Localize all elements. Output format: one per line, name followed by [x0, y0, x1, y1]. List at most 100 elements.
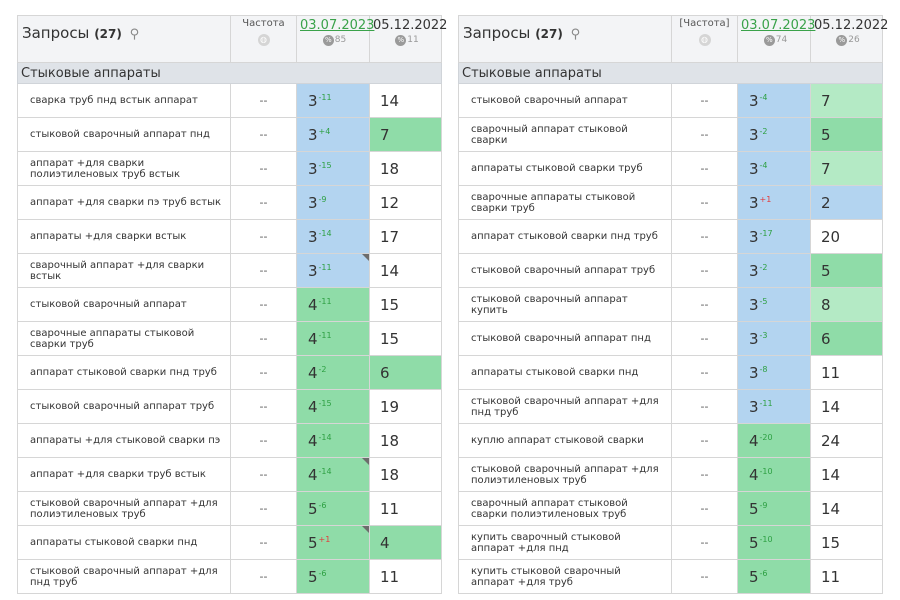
position-cell-date1[interactable]: 4-15 — [296, 389, 370, 424]
position-cell-date1[interactable]: 5-6 — [737, 559, 811, 594]
date2-label[interactable]: 05.12.2022 — [373, 18, 448, 33]
position-cell-date2[interactable]: 12 — [369, 185, 442, 220]
position-cell-date2[interactable]: 5 — [810, 117, 883, 152]
position-cell-date1[interactable]: 3+4 — [296, 117, 370, 152]
query-cell[interactable]: аппарат +для сварки труб встык — [17, 457, 231, 492]
position-cell-date2[interactable]: 7 — [369, 117, 442, 152]
query-cell[interactable]: сварочный аппарат стыковой сварки полиэт… — [458, 491, 672, 526]
query-cell[interactable]: стыковой сварочный аппарат +для полиэтил… — [458, 457, 672, 492]
position-cell-date1[interactable]: 3-11 — [737, 389, 811, 424]
position-cell-date2[interactable]: 17 — [369, 219, 442, 254]
query-cell[interactable]: аппарат стыковой сварки пнд труб — [458, 219, 672, 254]
position-cell-date2[interactable]: 14 — [369, 253, 442, 288]
query-cell[interactable]: аппараты стыковой сварки труб — [458, 151, 672, 186]
position-cell-date1[interactable]: 4-10 — [737, 457, 811, 492]
position-cell-date1[interactable]: 3-17 — [737, 219, 811, 254]
frequency-header[interactable]: [Частота] ◍ — [671, 15, 738, 63]
position-cell-date2[interactable]: 24 — [810, 423, 883, 458]
date2-header[interactable]: 05.12.2022 % 26 — [810, 15, 888, 63]
globe-icon[interactable]: ◍ — [257, 34, 270, 46]
search-icon[interactable]: ⚲ — [129, 27, 140, 42]
query-cell[interactable]: аппарат стыковой сварки пнд труб — [17, 355, 231, 390]
position-cell-date2[interactable]: 14 — [369, 83, 442, 118]
position-cell-date1[interactable]: 3-9 — [296, 185, 370, 220]
date1-link[interactable]: 03.07.2023 — [300, 18, 375, 33]
position-cell-date1[interactable]: 4-2 — [296, 355, 370, 390]
position-cell-date2[interactable]: 4 — [369, 525, 442, 560]
position-cell-date1[interactable]: 5-10 — [737, 525, 811, 560]
position-cell-date1[interactable]: 3-15 — [296, 151, 370, 186]
globe-icon[interactable]: ◍ — [698, 34, 711, 46]
position-cell-date1[interactable]: 4-20 — [737, 423, 811, 458]
position-cell-date2[interactable]: 18 — [369, 423, 442, 458]
position-cell-date2[interactable]: 11 — [810, 355, 883, 390]
position-cell-date2[interactable]: 2 — [810, 185, 883, 220]
query-cell[interactable]: стыковой сварочный аппарат — [458, 83, 672, 118]
position-cell-date1[interactable]: 4-11 — [296, 287, 370, 322]
query-cell[interactable]: аппараты стыковой сварки пнд — [17, 525, 231, 560]
position-cell-date2[interactable]: 19 — [369, 389, 442, 424]
position-cell-date2[interactable]: 5 — [810, 253, 883, 288]
group-row[interactable]: Стыковые аппараты — [458, 62, 883, 84]
position-cell-date2[interactable]: 6 — [369, 355, 442, 390]
position-cell-date2[interactable]: 18 — [369, 457, 442, 492]
query-cell[interactable]: сварочные аппараты стыковой сварки труб — [458, 185, 672, 220]
position-cell-date1[interactable]: 3-5 — [737, 287, 811, 322]
position-cell-date2[interactable]: 11 — [810, 559, 883, 594]
query-cell[interactable]: стыковой сварочный аппарат — [17, 287, 231, 322]
query-cell[interactable]: стыковой сварочный аппарат пнд — [458, 321, 672, 356]
date1-header[interactable]: 03.07.2023 % 85 — [296, 15, 374, 63]
position-cell-date2[interactable]: 15 — [369, 321, 442, 356]
query-cell[interactable]: сварка труб пнд встык аппарат — [17, 83, 231, 118]
query-cell[interactable]: сварочные аппараты стыковой сварки труб — [17, 321, 231, 356]
query-cell[interactable]: стыковой сварочный аппарат труб — [458, 253, 672, 288]
position-cell-date2[interactable]: 6 — [810, 321, 883, 356]
position-cell-date1[interactable]: 5-6 — [296, 491, 370, 526]
query-cell[interactable]: аппарат +для сварки пэ труб встык — [17, 185, 231, 220]
position-cell-date1[interactable]: 3-11 — [296, 83, 370, 118]
position-cell-date2[interactable]: 14 — [810, 457, 883, 492]
position-cell-date1[interactable]: 5-6 — [296, 559, 370, 594]
query-cell[interactable]: стыковой сварочный аппарат пнд — [17, 117, 231, 152]
position-cell-date2[interactable]: 11 — [369, 491, 442, 526]
position-cell-date2[interactable]: 15 — [810, 525, 883, 560]
position-cell-date1[interactable]: 3-11 — [296, 253, 370, 288]
position-cell-date1[interactable]: 3-2 — [737, 117, 811, 152]
query-cell[interactable]: аппараты +для стыковой сварки пэ — [17, 423, 231, 458]
query-cell[interactable]: куплю аппарат стыковой сварки — [458, 423, 672, 458]
position-cell-date1[interactable]: 4-14 — [296, 423, 370, 458]
query-cell[interactable]: стыковой сварочный аппарат труб — [17, 389, 231, 424]
search-icon[interactable]: ⚲ — [570, 27, 581, 42]
position-cell-date2[interactable]: 7 — [810, 151, 883, 186]
position-cell-date1[interactable]: 3-14 — [296, 219, 370, 254]
position-cell-date1[interactable]: 3+1 — [737, 185, 811, 220]
position-cell-date2[interactable]: 7 — [810, 83, 883, 118]
query-cell[interactable]: стыковой сварочный аппарат +для пнд труб — [458, 389, 672, 424]
frequency-header[interactable]: Частота ◍ — [230, 15, 297, 63]
query-cell[interactable]: аппараты стыковой сварки пнд — [458, 355, 672, 390]
position-cell-date1[interactable]: 5+1 — [296, 525, 370, 560]
query-cell[interactable]: сварочный аппарат +для сварки встык — [17, 253, 231, 288]
queries-header[interactable]: Запросы (27) ⚲ — [458, 15, 672, 63]
position-cell-date2[interactable]: 14 — [810, 491, 883, 526]
position-cell-date1[interactable]: 3-3 — [737, 321, 811, 356]
position-cell-date1[interactable]: 3-8 — [737, 355, 811, 390]
group-row[interactable]: Стыковые аппараты — [17, 62, 442, 84]
query-cell[interactable]: стыковой сварочный аппарат +для полиэтил… — [17, 491, 231, 526]
date2-header[interactable]: 05.12.2022 % 11 — [369, 15, 447, 63]
position-cell-date2[interactable]: 8 — [810, 287, 883, 322]
position-cell-date2[interactable]: 14 — [810, 389, 883, 424]
date1-link[interactable]: 03.07.2023 — [741, 18, 816, 33]
query-cell[interactable]: аппараты +для сварки встык — [17, 219, 231, 254]
position-cell-date1[interactable]: 4-14 — [296, 457, 370, 492]
query-cell[interactable]: стыковой сварочный аппарат купить — [458, 287, 672, 322]
query-cell[interactable]: сварочный аппарат стыковой сварки — [458, 117, 672, 152]
query-cell[interactable]: аппарат +для сварки полиэтиленовых труб … — [17, 151, 231, 186]
date2-label[interactable]: 05.12.2022 — [814, 18, 889, 33]
position-cell-date1[interactable]: 3-2 — [737, 253, 811, 288]
position-cell-date1[interactable]: 5-9 — [737, 491, 811, 526]
date1-header[interactable]: 03.07.2023 % 74 — [737, 15, 815, 63]
position-cell-date2[interactable]: 11 — [369, 559, 442, 594]
query-cell[interactable]: купить сварочный стыковой аппарат +для п… — [458, 525, 672, 560]
queries-header[interactable]: Запросы (27) ⚲ — [17, 15, 231, 63]
